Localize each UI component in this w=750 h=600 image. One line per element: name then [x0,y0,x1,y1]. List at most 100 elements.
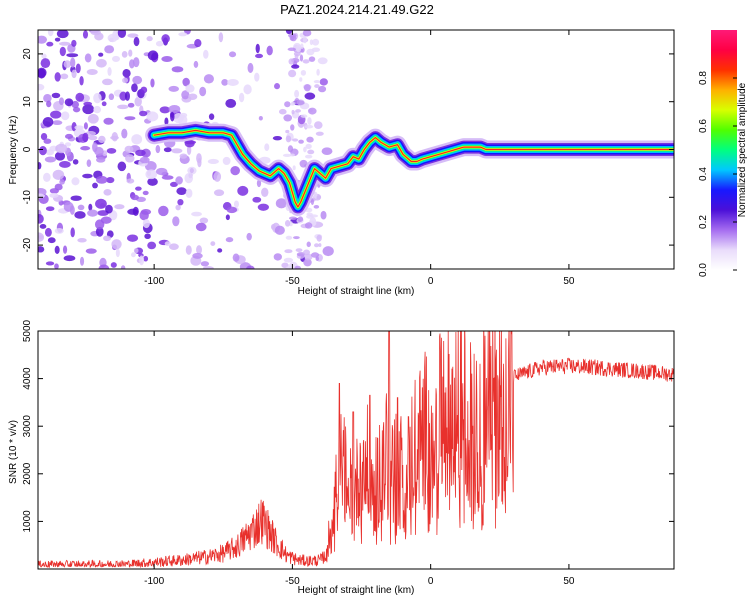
snr-y-ticks: 1000 2000 3000 4000 5000 [22,319,674,533]
spectrogram-noise-blob [38,35,48,44]
spectrogram-noise-blob [121,128,128,139]
spectrogram-noise-blob [98,52,104,57]
spectrogram-noise-blob [38,232,45,243]
spectrogram-noise-blob [110,262,117,268]
spectrogram-y-tick-label: -10 [22,190,33,205]
spectrogram-noise-blob [273,253,282,261]
spectrogram-noise-blob [284,220,291,227]
colorbar-label: Normalized spectral amplitude [737,82,748,217]
spectrogram-noise-blob [230,166,240,176]
spectrogram-noise-blob [66,53,79,58]
spectrogram-noise-blob [111,55,121,63]
spectrogram-noise-blob [130,194,139,201]
spectrogram-noise-blob [150,78,155,88]
snr-frame [37,330,675,570]
spectrogram-noise-blob [92,182,98,189]
spectrogram-noise-blob [159,106,171,114]
spectrogram-noise-blob [106,176,115,184]
spectrogram-noise-blob [147,50,159,61]
spectrogram-noise-blob [64,133,74,140]
spectrogram-noise-blob [52,120,63,126]
spectrogram-noise-blob [294,89,300,98]
spectrogram-noise-blob [217,248,223,253]
spectrogram-y-ticks: -20 -10 0 10 20 [22,48,674,252]
spectrogram-noise-blob [44,156,57,163]
snr-x-tick-label: 0 [428,576,434,587]
spectrogram-noise-blob [261,187,269,197]
spectrogram-noise-blob [207,158,219,165]
spectrogram-noise-blob [139,110,148,117]
spectrogram-noise-blob [161,56,173,63]
spectrogram-noise-blob [191,211,202,217]
spectrogram-noise-blob [52,169,65,181]
spectrogram-noise-blob [107,33,118,43]
snr-y-tick-label: 2000 [22,462,33,485]
spectrogram-noise-blob [96,157,106,163]
spectrogram-noise-blob [210,241,216,246]
spectrogram-noise-blob [318,85,327,93]
spectrogram-noise-blob [77,238,87,243]
spectrogram-noise-blob [87,209,98,217]
spectrogram-x-tick-label: 50 [563,276,575,287]
spectrogram-noise-blob [38,83,45,91]
spectrogram-noise-blob [186,145,192,156]
spectrogram-noise-blob [39,223,47,229]
spectrogram-noise-blob [221,79,229,86]
spectrogram-noise-blob [293,236,300,240]
spectrogram-noise-blob [225,214,230,221]
spectrogram-noise-blob [39,146,47,156]
spectrogram-noise-blob [227,79,239,86]
spectrogram-noise-blob [104,45,115,54]
spectrogram-noise-blob [179,153,188,159]
spectrogram-noise-blob [147,241,157,250]
spectrogram-noise-blob [139,210,149,221]
spectrogram-noise-blob [266,45,273,56]
spectrogram-noise-blob [38,162,42,170]
spectrogram-noise-blob [128,49,133,57]
spectrogram-y-tick-label: 10 [22,96,33,108]
spectrogram-noise-blob [290,35,297,42]
spectrogram-noise-blob [74,211,86,219]
spectrogram-noise-blob [257,203,269,211]
spectrogram-noise-blob [302,30,312,37]
colorbar-ticks: 0.0 0.2 0.4 0.6 0.8 [698,71,737,277]
spectrogram-noise-blob [247,62,254,74]
spectrogram-noise-blob [304,124,314,129]
spectrogram-noise-blob [79,256,85,266]
spectrogram-noise-blob [290,102,295,106]
spectrogram-noise-blob [225,98,237,108]
snr-x-tick-label: 50 [563,576,575,587]
spectrogram-noise-blob [95,226,104,237]
spectrogram-noise-blob [155,145,161,154]
spectrogram-noise-blob [185,245,192,255]
snr-y-tick-label: 3000 [22,415,33,438]
spectrogram-noise-blob [71,69,77,79]
spectrogram-noise-blob [83,122,88,130]
spectrogram-noise-blob [168,104,181,114]
spectrogram-noise-blob [298,139,304,144]
spectrogram-noise-blob [93,105,102,114]
spectrogram-noise-blob [124,145,134,153]
spectrogram-noise-blob [133,36,140,47]
spectrogram-noise-blob [288,69,297,78]
spectrogram-noise-blob [84,53,92,63]
spectrogram-noise-blob [285,266,293,269]
spectrogram-noise-blob [291,109,295,115]
spectrogram-noise-blob [313,205,320,209]
spectrogram-noise-blob [175,204,181,211]
spectrogram-noise-blob [196,245,203,255]
spectrogram-noise-blob [292,138,299,142]
spectrogram-noise-blob [117,161,127,172]
spectrogram-noise-blob [306,48,315,56]
spectrogram-noise-blob [294,265,301,269]
spectrogram-noise-blob [312,38,320,46]
spectrogram-noise-blob [199,86,207,97]
spectrogram-noise-blob [256,179,262,188]
spectrogram-noise-blob [38,214,44,224]
spectrogram-noise-blob [43,94,52,103]
spectrogram-noise-blob [299,54,304,62]
spectrogram-noise-blob [40,58,51,69]
spectrogram-noise-blob [272,135,283,141]
spectrogram-x-axis-label: Height of straight line (km) [298,286,415,297]
